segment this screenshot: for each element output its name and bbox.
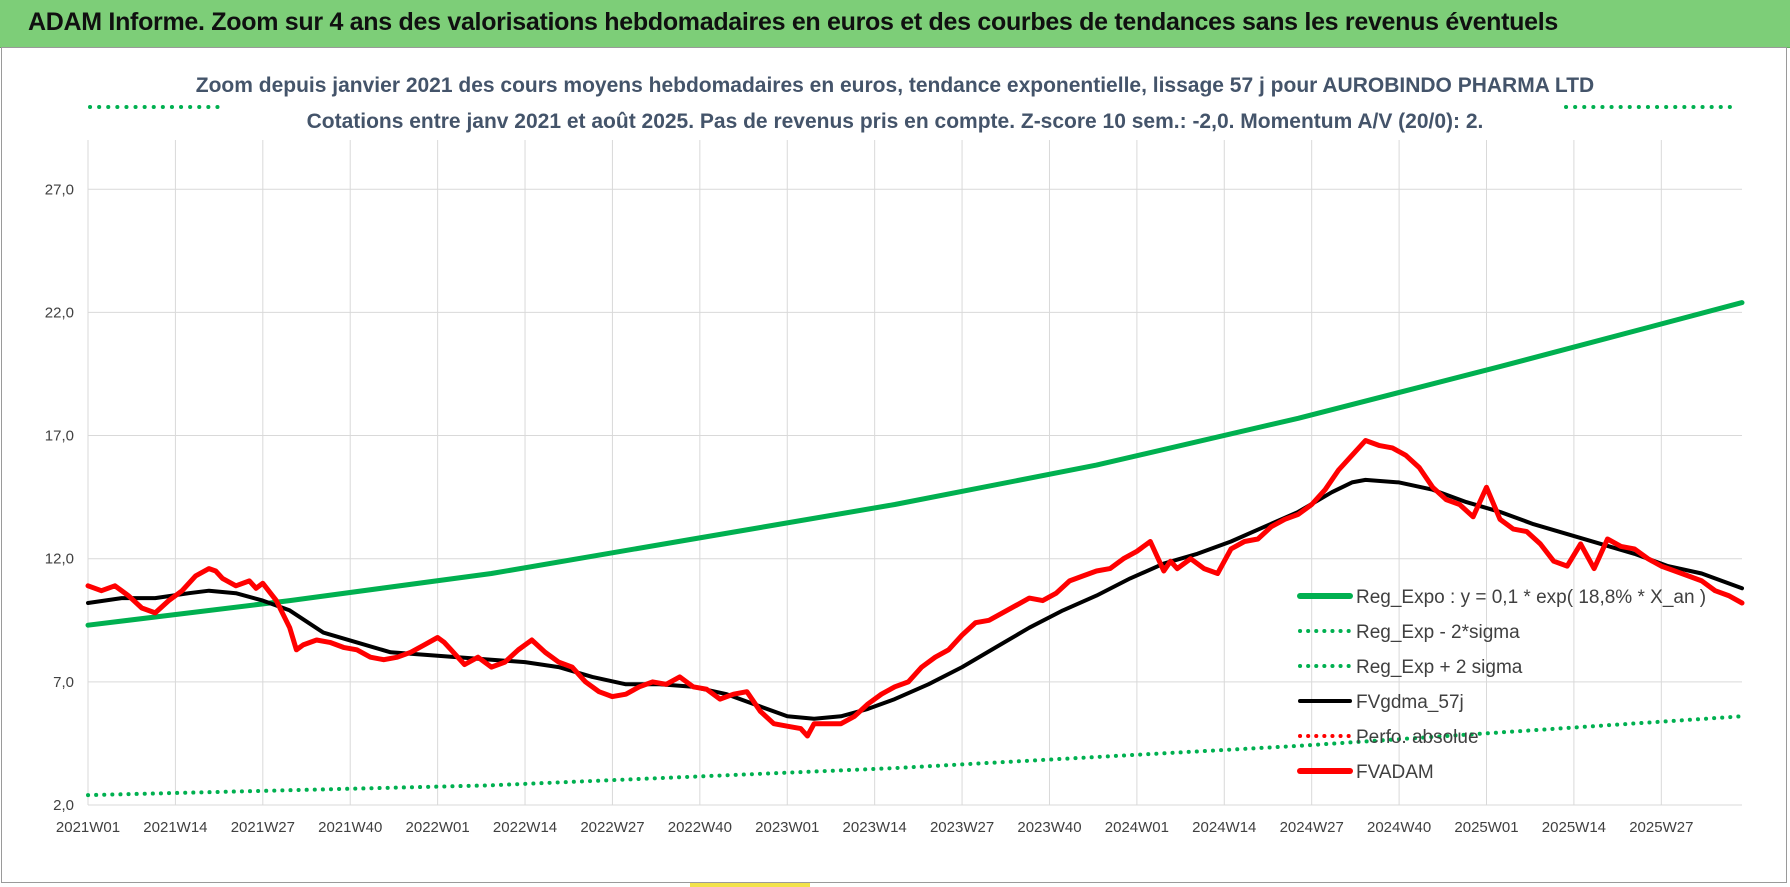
x-tick-label: 2024W01 [1105, 819, 1169, 836]
legend-label-5: FVADAM [1356, 762, 1434, 783]
series-line-0 [85, 300, 1745, 628]
chart-title-line-1: Zoom depuis janvier 2021 des cours moyen… [195, 74, 1595, 97]
x-tick-label: 2023W01 [755, 819, 819, 836]
bottom-accent-bar [690, 883, 810, 887]
x-tick-label: 2021W01 [56, 819, 120, 836]
chart-title-line-2: Cotations entre janv 2021 et août 2025. … [306, 110, 1484, 133]
legend-label-3: FVgdma_57j [1356, 692, 1464, 713]
x-tick-label: 2024W14 [1192, 819, 1256, 836]
x-tick-label: 2021W27 [231, 819, 295, 836]
x-tick-label: 2023W14 [843, 819, 907, 836]
series-line-1 [86, 714, 1744, 798]
x-tick-label: 2023W40 [1017, 819, 1081, 836]
x-tick-label: 2025W01 [1454, 819, 1518, 836]
x-tick-label: 2021W14 [143, 819, 207, 836]
legend-label-2: Reg_Exp + 2 sigma [1356, 657, 1523, 678]
y-tick-label: 7,0 [53, 674, 74, 691]
chart-frame [1, 47, 1787, 883]
x-tick-label: 2022W14 [493, 819, 557, 836]
x-tick-label: 2023W27 [930, 819, 994, 836]
legend-label-4: Perfo. absolue [1356, 727, 1479, 748]
x-tick-label: 2021W40 [318, 819, 382, 836]
y-tick-label: 12,0 [45, 551, 74, 568]
series-line-5 [85, 438, 1745, 739]
x-tick-label: 2025W14 [1542, 819, 1606, 836]
x-tick-label: 2022W01 [406, 819, 470, 836]
y-tick-label: 27,0 [45, 181, 74, 198]
y-tick-label: 2,0 [53, 797, 74, 814]
legend-label-0: Reg_Expo : y = 0,1 * exp( 18,8% * X_an ) [1356, 587, 1706, 608]
report-title: ADAM Informe. Zoom sur 4 ans des valoris… [28, 8, 1558, 36]
y-tick-label: 22,0 [45, 304, 74, 321]
x-tick-label: 2022W40 [668, 819, 732, 836]
x-tick-label: 2025W27 [1629, 819, 1693, 836]
x-tick-label: 2022W27 [580, 819, 644, 836]
y-tick-label: 17,0 [45, 428, 74, 445]
series-line-3 [86, 477, 1744, 721]
x-tick-label: 2024W27 [1280, 819, 1344, 836]
report-banner: ADAM Informe. Zoom sur 4 ans des valoris… [0, 0, 1790, 48]
legend-label-1: Reg_Exp - 2*sigma [1356, 622, 1520, 643]
x-tick-label: 2024W40 [1367, 819, 1431, 836]
